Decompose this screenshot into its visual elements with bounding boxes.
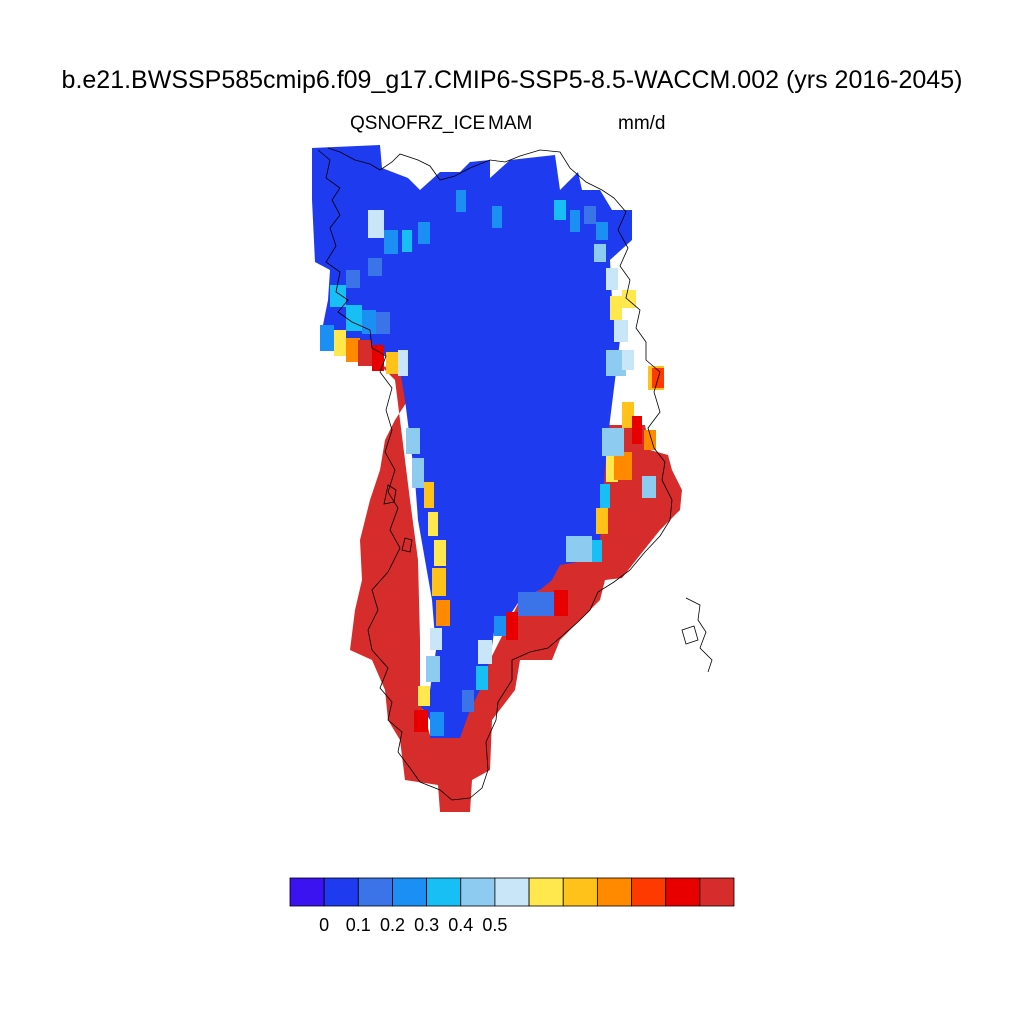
colorbar-tick-label: 0.4 — [448, 915, 473, 935]
grid-cell — [610, 296, 622, 320]
colorbar-swatch — [289, 877, 325, 907]
grid-cell — [346, 338, 360, 362]
grid-cell — [506, 612, 518, 640]
grid-cell — [436, 600, 450, 626]
grid-cell — [478, 640, 492, 664]
grid-cell — [434, 540, 446, 566]
grid-cell — [358, 340, 372, 366]
colorbar-swatch — [665, 877, 701, 907]
grid-cell — [606, 350, 626, 376]
grid-cell — [386, 352, 398, 374]
grid-cell — [398, 350, 408, 376]
grid-cell — [430, 628, 442, 650]
grid-cell — [592, 540, 602, 562]
grid-cell — [462, 690, 474, 712]
grid-cell — [334, 330, 346, 356]
colorbar-tick-label: 0 — [319, 915, 329, 935]
grid-cell — [418, 222, 430, 244]
colorbar-swatch — [528, 877, 564, 907]
grid-cell — [418, 686, 430, 706]
grid-cell — [320, 325, 334, 351]
grid-cell — [584, 206, 596, 224]
grid-cell — [566, 536, 592, 562]
grid-cell — [424, 482, 434, 508]
grid-cell — [554, 590, 568, 616]
grid-cell — [622, 350, 634, 370]
grid-cell — [622, 402, 634, 428]
coastline-outlines — [317, 147, 713, 801]
grid-cell — [632, 416, 642, 444]
grid-cell — [426, 656, 440, 682]
grid-cell — [602, 428, 624, 456]
grid-cell — [346, 270, 360, 288]
grid-cell — [554, 200, 566, 220]
grid-cell — [330, 285, 346, 307]
grid-cell — [428, 512, 438, 536]
grid-cell — [492, 206, 502, 228]
grid-cell — [414, 710, 428, 732]
colorbar-swatch — [699, 877, 735, 907]
grid-cell — [596, 222, 608, 240]
plot-title: b.e21.BWSSP585cmip6.f09_g17.CMIP6-SSP5-8… — [61, 66, 963, 94]
grid-cell — [518, 592, 554, 616]
colorbar-swatch — [562, 877, 598, 907]
grid-cell — [384, 230, 398, 254]
colorbar-tick-label: 0.2 — [380, 915, 405, 935]
season-label: MAM — [488, 113, 533, 134]
grid-cell — [368, 258, 382, 276]
grid-cell — [456, 190, 466, 212]
colorbar-tick-label: 0.1 — [346, 915, 371, 935]
variable-label: QSNOFRZ_ICE — [350, 113, 486, 134]
colorbar-labels: 0 0.1 0.2 0.3 0.4 0.5 — [319, 915, 507, 935]
ice-sheet-interior — [312, 145, 632, 738]
grid-cell — [600, 484, 610, 508]
colorbar-swatch — [392, 877, 428, 907]
grid-cell — [432, 568, 446, 596]
colorbar-swatch — [426, 877, 462, 907]
grid-cell — [376, 312, 390, 334]
colorbar-swatch — [494, 877, 530, 907]
grid-cell — [430, 712, 444, 736]
grid-cell — [570, 210, 580, 232]
colorbar-swatch — [596, 877, 632, 907]
colorbar-tick-label: 0.3 — [414, 915, 439, 935]
units-label: mm/d — [618, 113, 666, 134]
grid-cell — [406, 428, 420, 454]
grid-cell — [476, 666, 488, 690]
grid-cell — [368, 210, 384, 238]
grid-cell — [642, 476, 656, 498]
grid-cell — [614, 452, 632, 480]
colorbar-swatch — [323, 877, 359, 907]
grid-cell — [606, 268, 618, 290]
colorbar-swatches — [289, 877, 735, 907]
grid-cell — [594, 244, 606, 262]
grid-cell — [402, 230, 412, 252]
grid-cell — [494, 616, 506, 636]
colorbar-swatch — [357, 877, 393, 907]
colorbar-swatch — [631, 877, 667, 907]
grid-cell — [412, 458, 424, 488]
grid-cell — [614, 320, 628, 342]
grid-cell — [596, 508, 608, 534]
grid-cell — [372, 345, 384, 371]
colorbar-swatch — [460, 877, 496, 907]
colorbar-tick-label: 0.5 — [482, 915, 507, 935]
